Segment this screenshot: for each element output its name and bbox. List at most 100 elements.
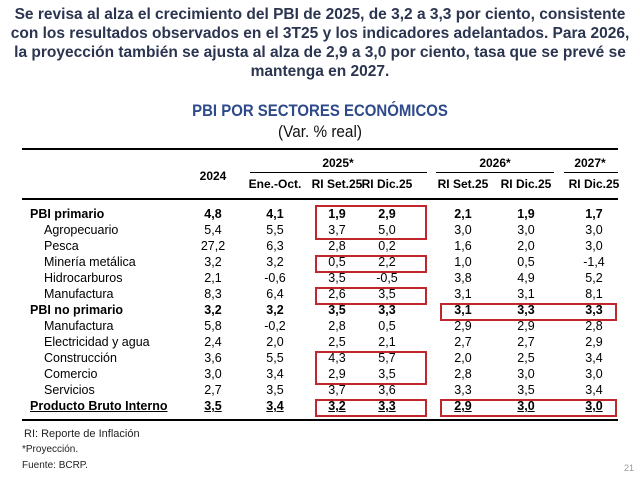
cell-value: 3,4 bbox=[585, 383, 603, 397]
cell-value: 2,9 bbox=[454, 319, 472, 333]
cell-value: -0,5 bbox=[376, 271, 398, 285]
cell-value: 2,8 bbox=[454, 367, 472, 381]
cell-value: 2,9 bbox=[585, 335, 603, 349]
note-projection: *Proyección. bbox=[22, 444, 79, 455]
cell-value: -1,4 bbox=[583, 255, 605, 269]
cell-value: 3,5 bbox=[378, 287, 396, 301]
cell-value: 3,2 bbox=[204, 303, 222, 317]
cell-value: 2,7 bbox=[517, 335, 535, 349]
cell-value: 5,2 bbox=[585, 271, 603, 285]
cell-value: 2,7 bbox=[454, 335, 472, 349]
cell-value: 2,9 bbox=[517, 319, 535, 333]
row-label: Pesca bbox=[44, 239, 79, 253]
row-label: Minería metálica bbox=[44, 255, 136, 269]
cell-value: 3,2 bbox=[204, 255, 222, 269]
cell-value: 3,4 bbox=[266, 367, 284, 381]
cell-value: 2,0 bbox=[517, 239, 535, 253]
rule-2027 bbox=[564, 172, 618, 173]
cell-value: 27,2 bbox=[200, 239, 226, 253]
cell-value: 3,0 bbox=[204, 367, 222, 381]
column-header: RI Dic.25 bbox=[500, 177, 552, 191]
table-top-rule bbox=[22, 148, 618, 150]
cell-value: 3,6 bbox=[204, 351, 222, 365]
cell-value: 6,4 bbox=[266, 287, 284, 301]
cell-value: 3,0 bbox=[585, 239, 603, 253]
headline: Se revisa al alza el crecimiento del PBI… bbox=[10, 6, 630, 80]
table-row: Construcción 3,6 5,5 4,3 5,7 2,0 2,5 3,4 bbox=[0, 351, 640, 367]
cell-value: 2,4 bbox=[204, 335, 222, 349]
cell-value: 3,0 bbox=[517, 367, 535, 381]
cell-value: 0,5 bbox=[328, 255, 346, 269]
table-row: PBI no primario 3,2 3,2 3,5 3,3 3,1 3,3 3,3 bbox=[0, 303, 640, 319]
cell-value: 3,1 bbox=[517, 287, 535, 301]
table-row: PBI primario 4,8 4,1 1,9 2,9 2,1 1,9 1,7 bbox=[0, 207, 640, 223]
cell-value: 3,4 bbox=[585, 351, 603, 365]
cell-value: 3,3 bbox=[378, 303, 396, 317]
cell-value: 2,7 bbox=[204, 383, 222, 397]
cell-value: 2,0 bbox=[266, 335, 284, 349]
cell-value: 1,0 bbox=[454, 255, 472, 269]
cell-value: 0,5 bbox=[517, 255, 535, 269]
cell-value: 2,6 bbox=[328, 287, 346, 301]
cell-value: 3,7 bbox=[328, 223, 346, 237]
cell-value: 5,5 bbox=[266, 351, 284, 365]
highlight-box bbox=[315, 351, 427, 385]
cell-value: 3,5 bbox=[517, 383, 535, 397]
cell-value: 2,8 bbox=[328, 319, 346, 333]
cell-value: 3,8 bbox=[454, 271, 472, 285]
cell-value: 6,3 bbox=[266, 239, 284, 253]
cell-value: 2,9 bbox=[328, 367, 346, 381]
header-bottom-rule bbox=[22, 198, 618, 200]
cell-value: 5,7 bbox=[378, 351, 396, 365]
cell-value: 3,3 bbox=[378, 399, 396, 413]
cell-value: 3,3 bbox=[517, 303, 535, 317]
table-row: Manufactura 8,3 6,4 2,6 3,5 3,1 3,1 8,1 bbox=[0, 287, 640, 303]
cell-value: 3,0 bbox=[585, 223, 603, 237]
cell-value: 3,5 bbox=[328, 303, 346, 317]
cell-value: 2,8 bbox=[585, 319, 603, 333]
cell-value: 2,9 bbox=[454, 399, 472, 413]
header-2024: 2024 bbox=[199, 169, 227, 183]
cell-value: 0,5 bbox=[378, 319, 396, 333]
header-2025: 2025* bbox=[322, 156, 354, 170]
cell-value: 1,9 bbox=[517, 207, 535, 221]
cell-value: 2,1 bbox=[378, 335, 396, 349]
row-label: Manufactura bbox=[44, 319, 114, 333]
note-source: Fuente: BCRP. bbox=[22, 460, 88, 471]
column-header: RI Set.25 bbox=[311, 177, 363, 191]
cell-value: 2,5 bbox=[517, 351, 535, 365]
table-row: Producto Bruto Interno 3,5 3,4 3,2 3,3 2,9 3,0… bbox=[0, 399, 640, 415]
cell-value: 4,8 bbox=[204, 207, 222, 221]
row-label: PBI no primario bbox=[30, 303, 124, 317]
cell-value: 3,7 bbox=[328, 383, 346, 397]
highlight-box bbox=[315, 287, 427, 305]
cell-value: 3,1 bbox=[454, 303, 472, 317]
column-header: RI Dic.25 bbox=[361, 177, 413, 191]
cell-value: 3,2 bbox=[328, 399, 346, 413]
cell-value: 4,3 bbox=[328, 351, 346, 365]
row-label: Servicios bbox=[44, 383, 95, 397]
table-row: Pesca 27,2 6,3 2,8 0,2 1,6 2,0 3,0 bbox=[0, 239, 640, 255]
cell-value: 3,1 bbox=[454, 287, 472, 301]
cell-value: 3,4 bbox=[266, 399, 284, 413]
cell-value: 8,3 bbox=[204, 287, 222, 301]
row-label: Comercio bbox=[44, 367, 98, 381]
highlight-box bbox=[315, 205, 427, 240]
column-header: RI Dic.25 bbox=[568, 177, 620, 191]
table-row: Comercio 3,0 3,4 2,9 3,5 2,8 3,0 3,0 bbox=[0, 367, 640, 383]
cell-value: 3,3 bbox=[585, 303, 603, 317]
cell-value: 3,5 bbox=[204, 399, 222, 413]
cell-value: 3,0 bbox=[585, 399, 603, 413]
cell-value: 3,5 bbox=[266, 383, 284, 397]
highlight-box bbox=[440, 303, 617, 321]
cell-value: -0,6 bbox=[264, 271, 286, 285]
note-ri: RI: Reporte de Inflación bbox=[24, 428, 140, 440]
cell-value: 2,5 bbox=[328, 335, 346, 349]
cell-value: 8,1 bbox=[585, 287, 603, 301]
cell-value: 4,9 bbox=[517, 271, 535, 285]
row-label: PBI primario bbox=[30, 207, 105, 221]
cell-value: 4,1 bbox=[266, 207, 284, 221]
cell-value: 5,5 bbox=[266, 223, 284, 237]
cell-value: 2,8 bbox=[328, 239, 346, 253]
